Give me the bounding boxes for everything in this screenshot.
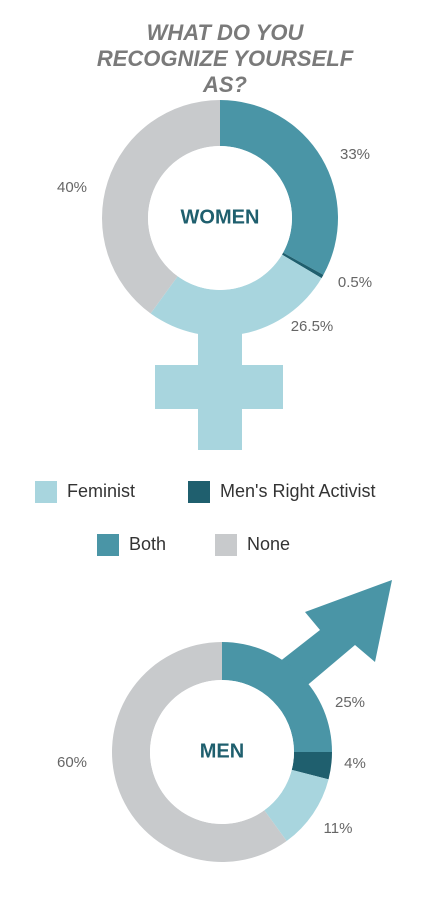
legend-swatch: [35, 481, 57, 503]
legend-label: Feminist: [67, 481, 135, 501]
value-label: 4%: [344, 755, 366, 772]
donut-slice: [150, 254, 322, 336]
donut-hole: [150, 680, 294, 824]
value-label: 40%: [57, 179, 87, 196]
center-label: MEN: [200, 740, 244, 762]
donut-hole: [148, 146, 292, 290]
value-label: 11%: [324, 820, 353, 837]
value-label: 0.5%: [338, 274, 372, 291]
donut-slice: [281, 252, 324, 279]
donut-slice: [291, 752, 332, 780]
value-label: 25%: [335, 694, 365, 711]
legend-label: Men's Right Activist: [220, 481, 376, 501]
value-label: 60%: [57, 754, 87, 771]
value-label: 26.5%: [291, 318, 334, 335]
title: WHAT DO YOU RECOGNIZE YOURSELF AS?: [96, 20, 354, 97]
donut-slice: [264, 769, 329, 841]
donut-slice: [222, 642, 332, 752]
donut-slice: [112, 642, 287, 862]
legend-label: Both: [129, 534, 166, 554]
legend-label: None: [247, 534, 290, 554]
legend-swatch: [215, 534, 237, 556]
value-label: 33%: [340, 146, 370, 163]
legend-swatch: [97, 534, 119, 556]
donut-slice: [220, 100, 338, 275]
legend-swatch: [188, 481, 210, 503]
center-label: WOMEN: [181, 206, 260, 228]
donut-slice: [101, 100, 220, 314]
